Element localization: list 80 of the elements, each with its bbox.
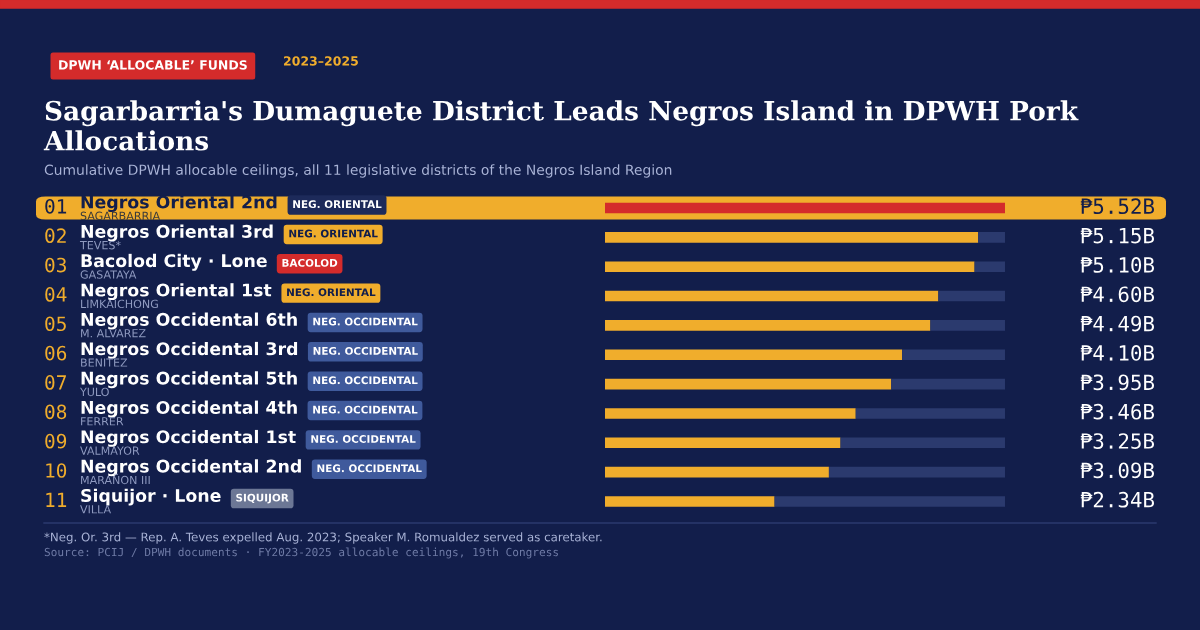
data-label: ₱3.09B (1080, 462, 1155, 479)
y-tick-label: Negros Oriental 2nd (81, 195, 277, 213)
data-label: ₱5.52B (1080, 198, 1155, 215)
y-tick-label: Negros Occidental 6th (81, 312, 297, 330)
y-tick-label: Siquijor · Lone (81, 488, 221, 506)
text: BENITEZ (81, 358, 128, 367)
data-label: ₱4.60B (1080, 286, 1155, 303)
text: 06 (45, 345, 67, 361)
bar (605, 232, 979, 243)
bar (978, 232, 1005, 243)
text: 04 (45, 287, 67, 302)
y-tick-label: Negros Oriental 3rd (81, 224, 273, 242)
data-label: ₱2.34B (1080, 491, 1155, 508)
y-tick-label: Negros Occidental 5th (81, 371, 297, 389)
text: 05 (45, 316, 66, 332)
data-label: ₱3.46B (1080, 403, 1155, 420)
bar (974, 261, 1005, 272)
text: M. ALVAREZ (81, 329, 146, 338)
text: NEG. OCCIDENTAL (313, 405, 418, 414)
text: VILLA (80, 505, 112, 514)
chart-title: Sagarbarria's Dumaguete District Leads Negros Island in DPWH Pork Allocations (43, 100, 1079, 151)
text: VALMAYOR (80, 446, 140, 455)
text: *Neg. Or. 3rd — Rep. A. Teves expelled Aug. 2023; Speaker M. Romualdez served as caretaker. (44, 532, 602, 544)
text: 03 (45, 257, 66, 273)
text: 07 (45, 375, 66, 390)
bar (605, 320, 931, 331)
bar (855, 408, 1005, 419)
bar (774, 496, 1005, 507)
y-tick-label: Negros Occidental 4th (81, 400, 297, 418)
text: 10 (46, 463, 67, 478)
data-label: ₱5.15B (1080, 227, 1155, 244)
data-label: ₱3.95B (1080, 374, 1155, 391)
text: NEG. ORIENTAL (289, 229, 378, 238)
bar (605, 378, 892, 390)
text: 11 (46, 492, 67, 507)
source-note: Source: PCIJ / DPWH documents · FY2023-2025 allocable ceilings, 19th Congress (44, 547, 558, 559)
text: FERRER (81, 417, 124, 426)
y-tick-label: Negros Occidental 3rd (81, 341, 298, 359)
bar (605, 261, 975, 272)
text: Cumulative DPWH allocable ceilings, all 11 legislative districts of the Negros Island Region (44, 164, 672, 178)
text: 01 (45, 198, 67, 214)
text: BACOLOD (282, 258, 338, 267)
data-label: ₱4.10B (1080, 345, 1155, 361)
data-label: ₱4.49B (1080, 315, 1155, 332)
bar (828, 466, 1005, 478)
text: NEG. OCCIDENTAL (311, 435, 416, 443)
bar (840, 437, 1005, 449)
data-label: ₱5.10B (1080, 257, 1155, 273)
bar (902, 349, 1005, 361)
text: 08 (45, 404, 67, 420)
text: DPWH ‘ALLOCABLE’ FUNDS (59, 60, 247, 70)
bar (938, 290, 1005, 302)
text: LIMKAICHONG (81, 299, 158, 309)
text: SAGARBARRIA (80, 211, 161, 221)
bar (605, 437, 841, 449)
text: NEG. OCCIDENTAL (317, 464, 422, 473)
text: TEVES* (79, 240, 121, 250)
text: 09 (45, 433, 67, 449)
text: 02 (45, 228, 66, 244)
bar (605, 466, 829, 478)
y-tick-label: Bacolod City · Lone (81, 253, 267, 271)
y-tick-label: Negros Oriental 1st (81, 283, 272, 301)
text: YULO (79, 387, 109, 397)
bar (605, 290, 939, 302)
text: NEG. OCCIDENTAL (313, 376, 418, 385)
bar (605, 408, 856, 419)
text: SIQUIJOR (236, 493, 289, 504)
y-tick-label: Negros Occidental 1st (81, 429, 296, 447)
bar (930, 320, 1005, 331)
text: NEG. OCCIDENTAL (313, 317, 418, 326)
text: NEG. ORIENTAL (287, 288, 376, 297)
text: NEG. OCCIDENTAL (313, 346, 418, 355)
bar (605, 202, 1005, 214)
data-label: ₱3.25B (1080, 433, 1155, 449)
text: GASATAYA (80, 270, 137, 279)
text: NEG. ORIENTAL (293, 200, 382, 209)
bar (605, 496, 775, 507)
bar (605, 349, 903, 361)
text: 2023–2025 (283, 56, 358, 66)
bar (891, 378, 1005, 390)
